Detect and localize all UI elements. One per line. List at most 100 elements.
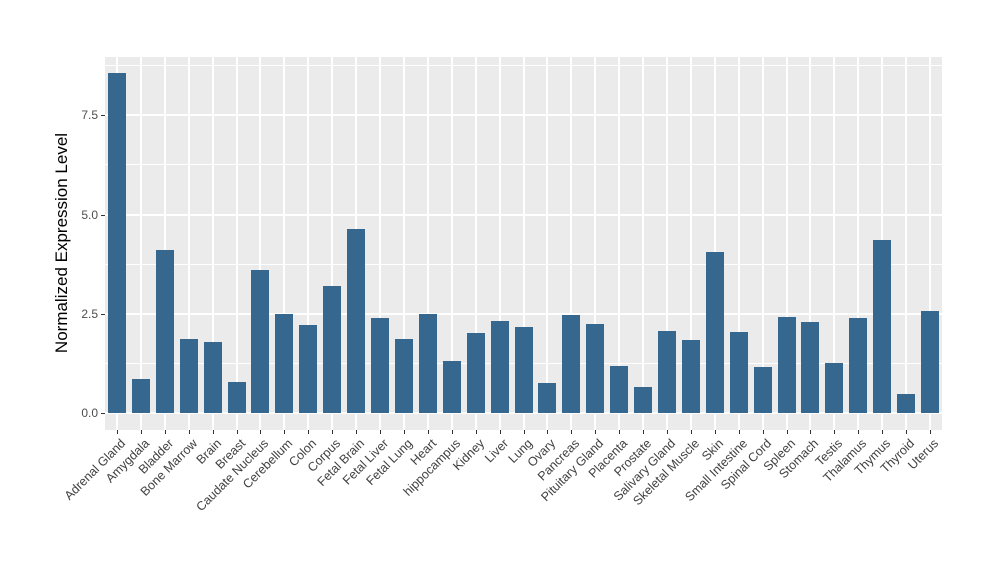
- x-tick-mark: [930, 430, 932, 434]
- bar: [562, 314, 581, 413]
- x-tick-mark: [427, 430, 429, 434]
- vertical-gridline: [546, 57, 549, 430]
- x-tick-mark: [403, 430, 405, 434]
- major-gridline: [105, 213, 942, 216]
- x-tick-mark: [164, 430, 166, 434]
- bar: [777, 316, 796, 413]
- x-tick-mark: [356, 430, 358, 434]
- bar: [418, 314, 437, 413]
- bar: [538, 382, 557, 413]
- x-tick-mark: [643, 430, 645, 434]
- vertical-gridline: [570, 57, 573, 430]
- x-tick-mark: [499, 430, 501, 434]
- y-tick-label: 2.5: [81, 306, 98, 321]
- bar: [634, 387, 653, 413]
- vertical-gridline: [402, 57, 405, 430]
- y-tick-mark: [101, 115, 105, 117]
- y-tick-mark: [101, 413, 105, 414]
- bar: [107, 73, 126, 413]
- x-tick-mark: [451, 430, 453, 434]
- x-tick-mark: [595, 430, 597, 434]
- x-tick-mark: [547, 430, 549, 434]
- bar: [849, 318, 868, 413]
- bar: [179, 339, 198, 413]
- x-tick-mark: [523, 430, 525, 434]
- vertical-gridline: [522, 57, 525, 430]
- major-gridline: [105, 114, 942, 117]
- x-tick-mark: [571, 430, 573, 434]
- bar: [155, 250, 174, 413]
- x-tick-mark: [332, 430, 334, 434]
- x-tick-mark: [475, 430, 477, 434]
- vertical-gridline: [187, 57, 190, 430]
- major-gridline: [105, 312, 942, 315]
- vertical-gridline: [139, 57, 142, 430]
- bar: [203, 341, 222, 413]
- vertical-gridline: [665, 57, 668, 430]
- y-tick-label: 0.0: [81, 406, 98, 420]
- x-tick-mark: [690, 430, 692, 434]
- x-tick-mark: [619, 430, 621, 434]
- bar: [657, 330, 676, 413]
- bar: [323, 285, 342, 413]
- x-tick-mark: [140, 430, 142, 434]
- vertical-gridline: [618, 57, 621, 430]
- bar: [801, 321, 820, 413]
- vertical-gridline: [642, 57, 645, 430]
- bar: [227, 382, 246, 413]
- x-tick-mark: [762, 430, 764, 434]
- y-tick-label: 7.5: [81, 108, 98, 123]
- bar: [825, 363, 844, 413]
- x-tick-mark: [188, 430, 190, 434]
- vertical-gridline: [426, 57, 429, 430]
- x-tick-mark: [666, 430, 668, 434]
- vertical-gridline: [689, 57, 692, 430]
- x-tick-mark: [738, 430, 740, 434]
- vertical-gridline: [737, 57, 740, 430]
- bar: [347, 229, 366, 413]
- minor-gridline: [105, 164, 942, 166]
- x-tick-mark: [116, 430, 118, 434]
- vertical-gridline: [594, 57, 597, 430]
- bar: [873, 239, 892, 413]
- minor-gridline: [105, 65, 942, 67]
- bar: [729, 331, 748, 413]
- vertical-gridline: [833, 57, 836, 430]
- vertical-gridline: [259, 57, 262, 430]
- bar: [131, 379, 150, 413]
- bar: [921, 310, 940, 413]
- bar: [610, 366, 629, 413]
- y-tick-label: 5.0: [81, 207, 98, 222]
- bar: [299, 324, 318, 413]
- x-tick-mark: [834, 430, 836, 434]
- bar: [466, 332, 485, 413]
- x-tick-mark: [786, 430, 788, 434]
- bar: [586, 323, 605, 413]
- vertical-gridline: [379, 57, 381, 430]
- vertical-gridline: [283, 57, 286, 430]
- bar: [490, 320, 509, 413]
- bar: [897, 393, 916, 413]
- vertical-gridline: [929, 57, 932, 430]
- vertical-gridline: [857, 57, 860, 430]
- bar: [251, 270, 270, 413]
- x-tick-mark: [284, 430, 286, 434]
- vertical-gridline: [785, 57, 788, 430]
- x-tick-mark: [308, 430, 310, 434]
- vertical-gridline: [307, 57, 310, 430]
- x-tick-mark: [212, 430, 214, 434]
- vertical-gridline: [474, 57, 477, 430]
- x-tick-mark: [882, 430, 884, 434]
- vertical-gridline: [809, 57, 812, 430]
- vertical-gridline: [450, 57, 453, 430]
- chart-panel: [105, 57, 942, 430]
- vertical-gridline: [713, 57, 716, 430]
- vertical-gridline: [163, 57, 166, 430]
- vertical-gridline: [331, 57, 334, 430]
- x-tick-mark: [810, 430, 812, 434]
- vertical-gridline: [235, 57, 238, 430]
- bar: [371, 317, 389, 413]
- vertical-gridline: [761, 57, 764, 430]
- x-tick-mark: [380, 430, 381, 434]
